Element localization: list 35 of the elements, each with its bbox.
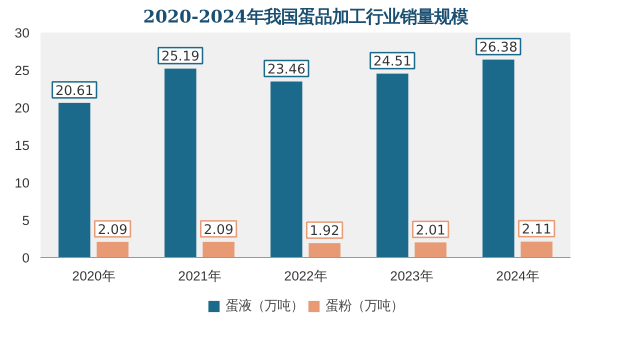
y-tick-label: 0 — [22, 250, 30, 266]
bar — [414, 242, 446, 258]
legend-label: 蛋液（万吨） — [226, 297, 304, 315]
data-label: 2.01 — [416, 223, 446, 238]
y-tick-label: 30 — [14, 26, 30, 40]
bar — [270, 82, 302, 258]
data-label: 25.19 — [161, 50, 200, 65]
y-tick-label: 5 — [22, 213, 30, 228]
data-label: 24.51 — [373, 54, 412, 70]
bar — [96, 242, 128, 258]
bar — [164, 68, 196, 258]
data-label: 23.46 — [267, 62, 306, 78]
x-tick-label: 2023年 — [390, 268, 433, 284]
bar — [202, 242, 234, 258]
bar — [520, 242, 552, 258]
bar — [376, 74, 408, 258]
bar — [58, 102, 90, 258]
x-tick-label: 2022年 — [284, 268, 327, 284]
data-label: 2.09 — [98, 222, 128, 238]
data-label: 20.61 — [55, 84, 94, 99]
bar — [308, 243, 340, 258]
legend-label: 蛋粉（万吨） — [326, 297, 404, 315]
bar — [482, 60, 514, 258]
y-tick-label: 10 — [14, 176, 30, 190]
chart-title: 2020-2024年我国蛋品加工行业销量规模 — [143, 8, 468, 28]
data-label: 1.92 — [310, 224, 340, 240]
x-tick-label: 2020年 — [72, 268, 115, 284]
y-tick-label: 25 — [14, 63, 30, 78]
data-label: 2.11 — [522, 222, 552, 238]
data-label: 26.38 — [479, 40, 518, 56]
x-tick-label: 2024年 — [496, 268, 539, 284]
x-tick-label: 2021年 — [178, 268, 221, 284]
y-tick-label: 15 — [14, 138, 30, 153]
y-tick-label: 20 — [14, 100, 30, 116]
data-label: 2.09 — [204, 222, 234, 238]
